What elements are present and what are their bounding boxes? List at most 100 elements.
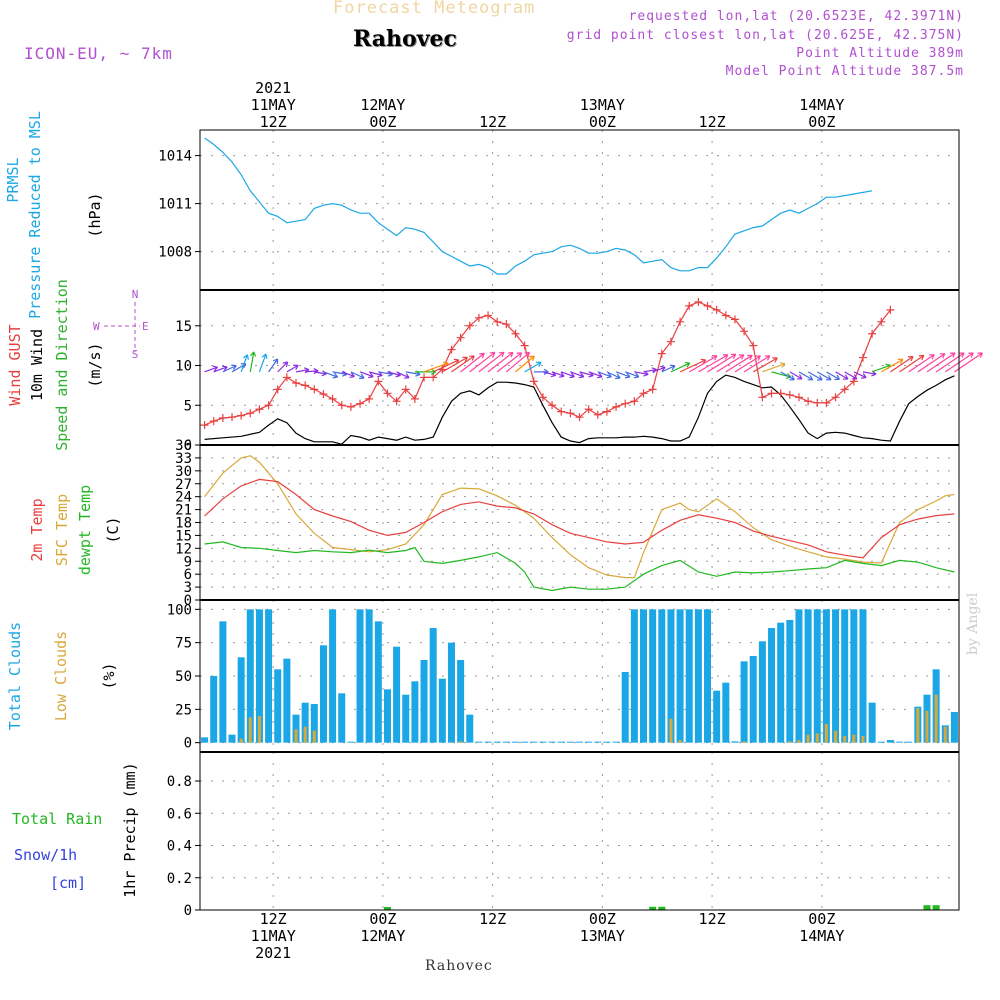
total-cloud-bar xyxy=(685,609,693,743)
ytick-label: 30 xyxy=(175,464,192,480)
wind-arrow xyxy=(268,358,279,373)
wind-arrowhead xyxy=(684,361,691,368)
wind-arrow xyxy=(341,371,355,378)
total-cloud-bar xyxy=(694,609,702,743)
wind-arrow xyxy=(816,371,832,381)
wind-arrowhead xyxy=(939,353,946,359)
total-cloud-bar xyxy=(246,609,254,743)
label-low-clouds: Low Clouds xyxy=(52,631,70,721)
gust-marker xyxy=(721,311,730,320)
total-cloud-bar xyxy=(832,609,840,743)
wind-arrow xyxy=(350,371,365,379)
total-cloud-bar xyxy=(886,740,894,743)
wind-arrow xyxy=(286,364,299,373)
low-cloud-bar xyxy=(852,734,856,743)
wind-arrowhead xyxy=(469,355,475,361)
gust-marker xyxy=(502,320,511,329)
gust-marker xyxy=(740,327,749,336)
ytick-label: 0 xyxy=(184,903,192,919)
wind-arrow xyxy=(880,358,904,373)
wind-arrowhead xyxy=(569,372,575,379)
total-cloud-bar xyxy=(484,741,492,743)
total-cloud-bar xyxy=(265,609,273,743)
gust-marker xyxy=(703,301,712,310)
gust-marker xyxy=(676,317,685,326)
low-cloud-bar xyxy=(669,718,673,743)
wind-arrow xyxy=(369,371,383,376)
label-hpa: (hPa) xyxy=(86,192,104,237)
wind-arrow xyxy=(743,355,771,373)
total-cloud-bar xyxy=(383,689,391,743)
gust-marker xyxy=(420,373,429,382)
wind-arrowhead xyxy=(807,375,814,381)
gust-marker xyxy=(730,315,739,324)
gust-marker xyxy=(776,389,785,398)
wind-arrow xyxy=(762,363,786,373)
total-cloud-bar xyxy=(868,702,876,743)
total-cloud-bar xyxy=(438,678,446,743)
gust-marker xyxy=(621,399,630,408)
wind-arrowhead xyxy=(332,372,339,379)
gust-marker xyxy=(218,413,227,422)
low-cloud-bar xyxy=(834,730,838,743)
wind-arrow xyxy=(661,365,676,373)
low-cloud-bar xyxy=(797,740,801,743)
ytick-label: 1014 xyxy=(158,149,192,165)
low-cloud-bar xyxy=(294,729,298,743)
wind-arrow xyxy=(899,355,925,373)
gust-line xyxy=(204,301,891,426)
total-cloud-bar xyxy=(466,714,474,743)
panel-frame-pressure xyxy=(199,129,960,291)
wind-arrow xyxy=(643,368,657,373)
total-cloud-bar xyxy=(502,741,510,743)
wind-arrow xyxy=(588,371,603,378)
total-cloud-bar xyxy=(374,621,382,743)
total-cloud-bar xyxy=(649,609,657,743)
wind-arrow xyxy=(378,371,393,375)
low-cloud-bar xyxy=(459,741,463,743)
wind-arrow xyxy=(670,362,691,373)
wind-arrow xyxy=(917,353,946,373)
wind-arrow xyxy=(871,364,891,373)
wind-arrowhead xyxy=(730,353,737,359)
wind-arrow xyxy=(451,355,475,373)
wind-arrow xyxy=(396,371,410,379)
gust-marker xyxy=(246,409,255,418)
wind-arrow xyxy=(487,352,514,373)
total-cloud-bar xyxy=(365,609,373,743)
wind-arrow xyxy=(460,352,485,373)
total-cloud-bar xyxy=(411,681,419,743)
total-cloud-bar xyxy=(329,609,337,743)
total-cloud-bar xyxy=(228,734,236,743)
wind-arrowhead xyxy=(747,354,753,361)
total-cloud-bar xyxy=(603,741,611,743)
gust-marker xyxy=(584,405,593,414)
wind-arrowhead xyxy=(529,355,535,362)
total-cloud-bar xyxy=(429,628,437,743)
gust-marker xyxy=(273,385,282,394)
low-cloud-bar xyxy=(916,708,920,743)
panel-frame-wind xyxy=(199,289,960,446)
gust-marker xyxy=(511,329,520,338)
wind-arrow xyxy=(634,371,649,375)
bottom-time-label: 12Z xyxy=(260,910,287,928)
total-cloud-bar xyxy=(447,642,455,743)
gust-marker xyxy=(593,410,602,419)
total-cloud-bar xyxy=(896,741,904,743)
total-cloud-bar xyxy=(859,609,867,743)
gust-marker xyxy=(447,345,456,354)
gust-marker xyxy=(804,397,813,406)
rain-bar xyxy=(923,905,931,910)
wind-arrow xyxy=(597,371,612,378)
gust-marker xyxy=(685,301,694,310)
gust-marker xyxy=(712,305,721,314)
wind-arrowhead xyxy=(578,372,585,379)
total-cloud-bar xyxy=(585,741,593,743)
wind-arrow xyxy=(844,371,858,380)
gust-marker xyxy=(465,321,474,330)
gust-marker xyxy=(200,421,209,430)
gust-marker xyxy=(365,394,374,403)
wind-arrow xyxy=(579,371,594,377)
gust-marker xyxy=(255,405,264,414)
wind-arrowhead xyxy=(250,351,257,357)
